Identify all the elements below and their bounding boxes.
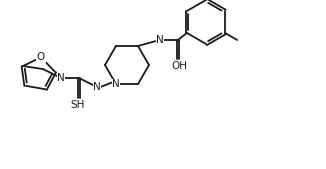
Text: N: N bbox=[112, 79, 120, 89]
Text: N: N bbox=[93, 82, 101, 92]
Text: O: O bbox=[37, 52, 45, 62]
Text: OH: OH bbox=[171, 61, 187, 71]
Text: SH: SH bbox=[71, 100, 85, 110]
Text: N: N bbox=[156, 35, 164, 45]
Text: N: N bbox=[57, 73, 65, 83]
